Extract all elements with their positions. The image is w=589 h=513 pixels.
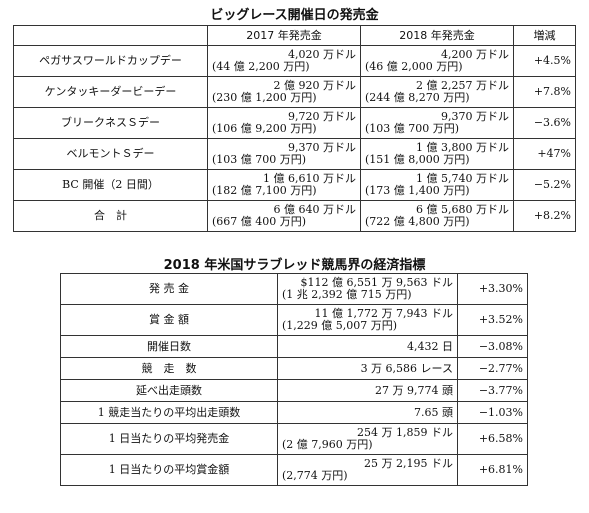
race-day-name: ブリークネスＳデー [13, 107, 208, 139]
sales-2017: 2 億 920 万ドル (230 億 1,200 万円) [207, 76, 361, 108]
indicator-change: +3.30% [457, 273, 528, 305]
table-row: ケンタッキーダービーデー 2 億 920 万ドル (230 億 1,200 万円)… [13, 76, 576, 108]
sales-2017: 6 億 640 万ドル (667 億 400 万円) [207, 200, 361, 232]
table1-header-row: 2017 年発売金 2018 年発売金 増減 [13, 25, 576, 46]
indicator-change: −3.08% [457, 335, 528, 358]
race-day-name: 合 計 [13, 200, 208, 232]
sales-2017: 4,020 万ドル (44 億 2,200 万円) [207, 45, 361, 77]
indicator-name: 1 競走当たりの平均出走頭数 [60, 401, 278, 424]
race-day-name: ベルモントＳデー [13, 138, 208, 170]
indicator-name: 1 日当たりの平均賞金額 [60, 454, 278, 486]
indicator-name: 延べ出走頭数 [60, 379, 278, 402]
table-row: 賞 金 額 11 億 1,772 万 7,943 ドル (1,229 億 5,00… [60, 304, 528, 336]
indicator-name: 発 売 金 [60, 273, 278, 305]
race-day-name: BC 開催（2 日間） [13, 169, 208, 201]
sales-change: +4.5% [513, 45, 576, 77]
table1-header-change: 増減 [513, 25, 576, 46]
indicator-value: 3 万 6,586 レース [277, 357, 458, 380]
table1-title: ビッグレース開催日の発売金 [210, 8, 379, 23]
indicator-change: +3.52% [457, 304, 528, 336]
indicator-name: 賞 金 額 [60, 304, 278, 336]
indicator-value: 27 万 9,774 頭 [277, 379, 458, 402]
race-day-name: ケンタッキーダービーデー [13, 76, 208, 108]
table-row: ベルモントＳデー 9,370 万ドル (103 億 700 万円) 1 億 3,8… [13, 138, 576, 170]
sales-change: +8.2% [513, 200, 576, 232]
indicator-value: 25 万 2,195 ドル (2,774 万円) [277, 454, 458, 486]
table-row: 1 日当たりの平均賞金額 25 万 2,195 ドル (2,774 万円) +6.… [60, 454, 528, 486]
sales-2017: 9,720 万ドル (106 億 9,200 万円) [207, 107, 361, 139]
indicator-value: $112 億 6,551 万 9,563 ドル (1 兆 2,392 億 715 … [277, 273, 458, 305]
table1-header-2017: 2017 年発売金 [207, 25, 361, 46]
indicator-change: −3.77% [457, 379, 528, 402]
table1-header-2018: 2018 年発売金 [360, 25, 514, 46]
indicator-value: 4,432 日 [277, 335, 458, 358]
indicator-value: 254 万 1,859 ドル (2 億 7,960 万円) [277, 423, 458, 455]
table1-header-blank [13, 25, 208, 46]
table-row-total: 合 計 6 億 640 万ドル (667 億 400 万円) 6 億 5,680 … [13, 200, 576, 232]
indicator-change: +6.81% [457, 454, 528, 486]
indicator-name: 開催日数 [60, 335, 278, 358]
sales-2017: 1 億 6,610 万ドル (182 億 7,100 万円) [207, 169, 361, 201]
table-row: 1 競走当たりの平均出走頭数 7.65 頭 −1.03% [60, 401, 528, 424]
indicator-value: 7.65 頭 [277, 401, 458, 424]
sales-2018: 2 億 2,257 万ドル (244 億 8,270 万円) [360, 76, 514, 108]
sales-2018: 6 億 5,680 万ドル (722 億 4,800 万円) [360, 200, 514, 232]
sales-change: +7.8% [513, 76, 576, 108]
table-row: 競 走 数 3 万 6,586 レース −2.77% [60, 357, 528, 380]
table2-title: 2018 年米国サラブレッド競馬界の経済指標 [163, 258, 426, 273]
indicator-name: 1 日当たりの平均発売金 [60, 423, 278, 455]
bigrace-sales-table: 2017 年発売金 2018 年発売金 増減 ペガサスワールドカップデー 4,0… [13, 25, 576, 232]
table-row: BC 開催（2 日間） 1 億 6,610 万ドル (182 億 7,100 万円… [13, 169, 576, 201]
indicator-name: 競 走 数 [60, 357, 278, 380]
table-row: 延べ出走頭数 27 万 9,774 頭 −3.77% [60, 379, 528, 402]
table-row: 発 売 金 $112 億 6,551 万 9,563 ドル (1 兆 2,392 … [60, 273, 528, 305]
sales-2018: 9,370 万ドル (103 億 700 万円) [360, 107, 514, 139]
sales-2018: 1 億 5,740 万ドル (173 億 1,400 万円) [360, 169, 514, 201]
table-row: ペガサスワールドカップデー 4,020 万ドル (44 億 2,200 万円) 4… [13, 45, 576, 77]
sales-2018: 4,200 万ドル (46 億 2,000 万円) [360, 45, 514, 77]
economic-indicators-table: 発 売 金 $112 億 6,551 万 9,563 ドル (1 兆 2,392 … [60, 273, 528, 486]
indicator-change: +6.58% [457, 423, 528, 455]
table-row: ブリークネスＳデー 9,720 万ドル (106 億 9,200 万円) 9,37… [13, 107, 576, 139]
sales-change: −5.2% [513, 169, 576, 201]
table-row: 開催日数 4,432 日 −3.08% [60, 335, 528, 358]
table-row: 1 日当たりの平均発売金 254 万 1,859 ドル (2 億 7,960 万円… [60, 423, 528, 455]
indicator-value: 11 億 1,772 万 7,943 ドル (1,229 億 5,007 万円) [277, 304, 458, 336]
sales-2017: 9,370 万ドル (103 億 700 万円) [207, 138, 361, 170]
race-day-name: ペガサスワールドカップデー [13, 45, 208, 77]
sales-2018: 1 億 3,800 万ドル (151 億 8,000 万円) [360, 138, 514, 170]
sales-change: −3.6% [513, 107, 576, 139]
indicator-change: −2.77% [457, 357, 528, 380]
sales-change: +47% [513, 138, 576, 170]
indicator-change: −1.03% [457, 401, 528, 424]
